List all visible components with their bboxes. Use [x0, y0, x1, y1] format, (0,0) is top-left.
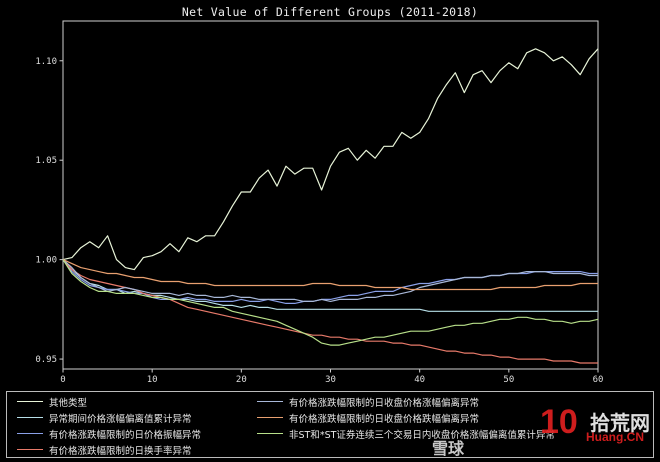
legend-label: 有价格涨跌幅限制的日收盘价格跌幅偏离异常 — [289, 413, 480, 425]
legend-swatch — [17, 401, 43, 402]
chart-title: Net Value of Different Groups (2011-2018… — [182, 5, 478, 19]
x-tick-label: 40 — [414, 375, 425, 385]
y-tick-label: 1.05 — [35, 156, 57, 166]
watermark-logo-url: Huang.CN — [586, 430, 644, 444]
x-tick-label: 0 — [60, 375, 65, 385]
series-line-2 — [62, 259, 598, 312]
legend: 其他类型 异常期间价格涨幅偏离值累计异常 有价格涨跌幅限制的日价格振幅异常 有价格涨跌… — [6, 391, 654, 458]
legend-label: 有价格涨跌幅限制的日价格振幅异常 — [49, 429, 202, 441]
legend-label: 其他类型 — [49, 397, 88, 409]
legend-item-1: 其他类型 — [17, 395, 88, 409]
legend-item-5: 有价格涨跌幅限制的日收盘价格涨幅偏离异常 — [257, 395, 480, 409]
legend-item-7: 非ST和*ST证券连续三个交易日内收盘价格涨幅偏离值累计异常 — [257, 427, 555, 441]
series-layer — [62, 48, 599, 364]
legend-swatch — [17, 449, 43, 450]
series-line-5 — [62, 259, 598, 302]
x-tick-label: 50 — [503, 375, 514, 385]
x-tick-label: 20 — [236, 375, 247, 385]
watermark-logo: 10 拾荒网 Huang.CN 雪球 — [432, 403, 654, 458]
axes-layer: 0 10 20 30 40 50 60 0.95 1.00 1.05 1.10 — [35, 57, 603, 385]
series-line-1 — [62, 48, 599, 271]
legend-label: 有价格涨跌幅限制的日收盘价格涨幅偏离异常 — [289, 397, 480, 409]
legend-item-6: 有价格涨跌幅限制的日收盘价格跌幅偏离异常 — [257, 411, 480, 425]
series-line-3 — [62, 259, 598, 304]
series-line-6 — [62, 259, 598, 291]
y-tick-label: 1.10 — [35, 57, 57, 67]
watermark-logo-text: 拾荒网 — [590, 411, 650, 435]
legend-item-3: 有价格涨跌幅限制的日价格振幅异常 — [17, 427, 202, 441]
legend-swatch — [257, 433, 283, 434]
legend-label: 非ST和*ST证券连续三个交易日内收盘价格涨幅偏离值累计异常 — [289, 429, 555, 441]
series-line-4 — [62, 259, 598, 364]
x-tick-label: 60 — [593, 375, 604, 385]
x-tick-label: 30 — [325, 375, 336, 385]
y-tick-label: 0.95 — [35, 355, 57, 365]
series-line-7 — [62, 259, 599, 346]
watermark-logo-number: 10 — [540, 403, 578, 441]
legend-label: 有价格涨跌幅限制的日换手率异常 — [49, 445, 192, 457]
legend-item-2: 异常期间价格涨幅偏离值累计异常 — [17, 411, 192, 425]
legend-item-4: 有价格涨跌幅限制的日换手率异常 — [17, 443, 192, 457]
x-tick-label: 10 — [147, 375, 158, 385]
legend-swatch — [257, 401, 283, 402]
legend-label: 异常期间价格涨幅偏离值累计异常 — [49, 413, 192, 425]
legend-swatch — [17, 433, 43, 434]
legend-swatch — [257, 417, 283, 418]
legend-swatch — [17, 417, 43, 418]
watermark-secondary-text: 雪球 — [432, 439, 465, 458]
y-tick-label: 1.00 — [35, 256, 57, 266]
